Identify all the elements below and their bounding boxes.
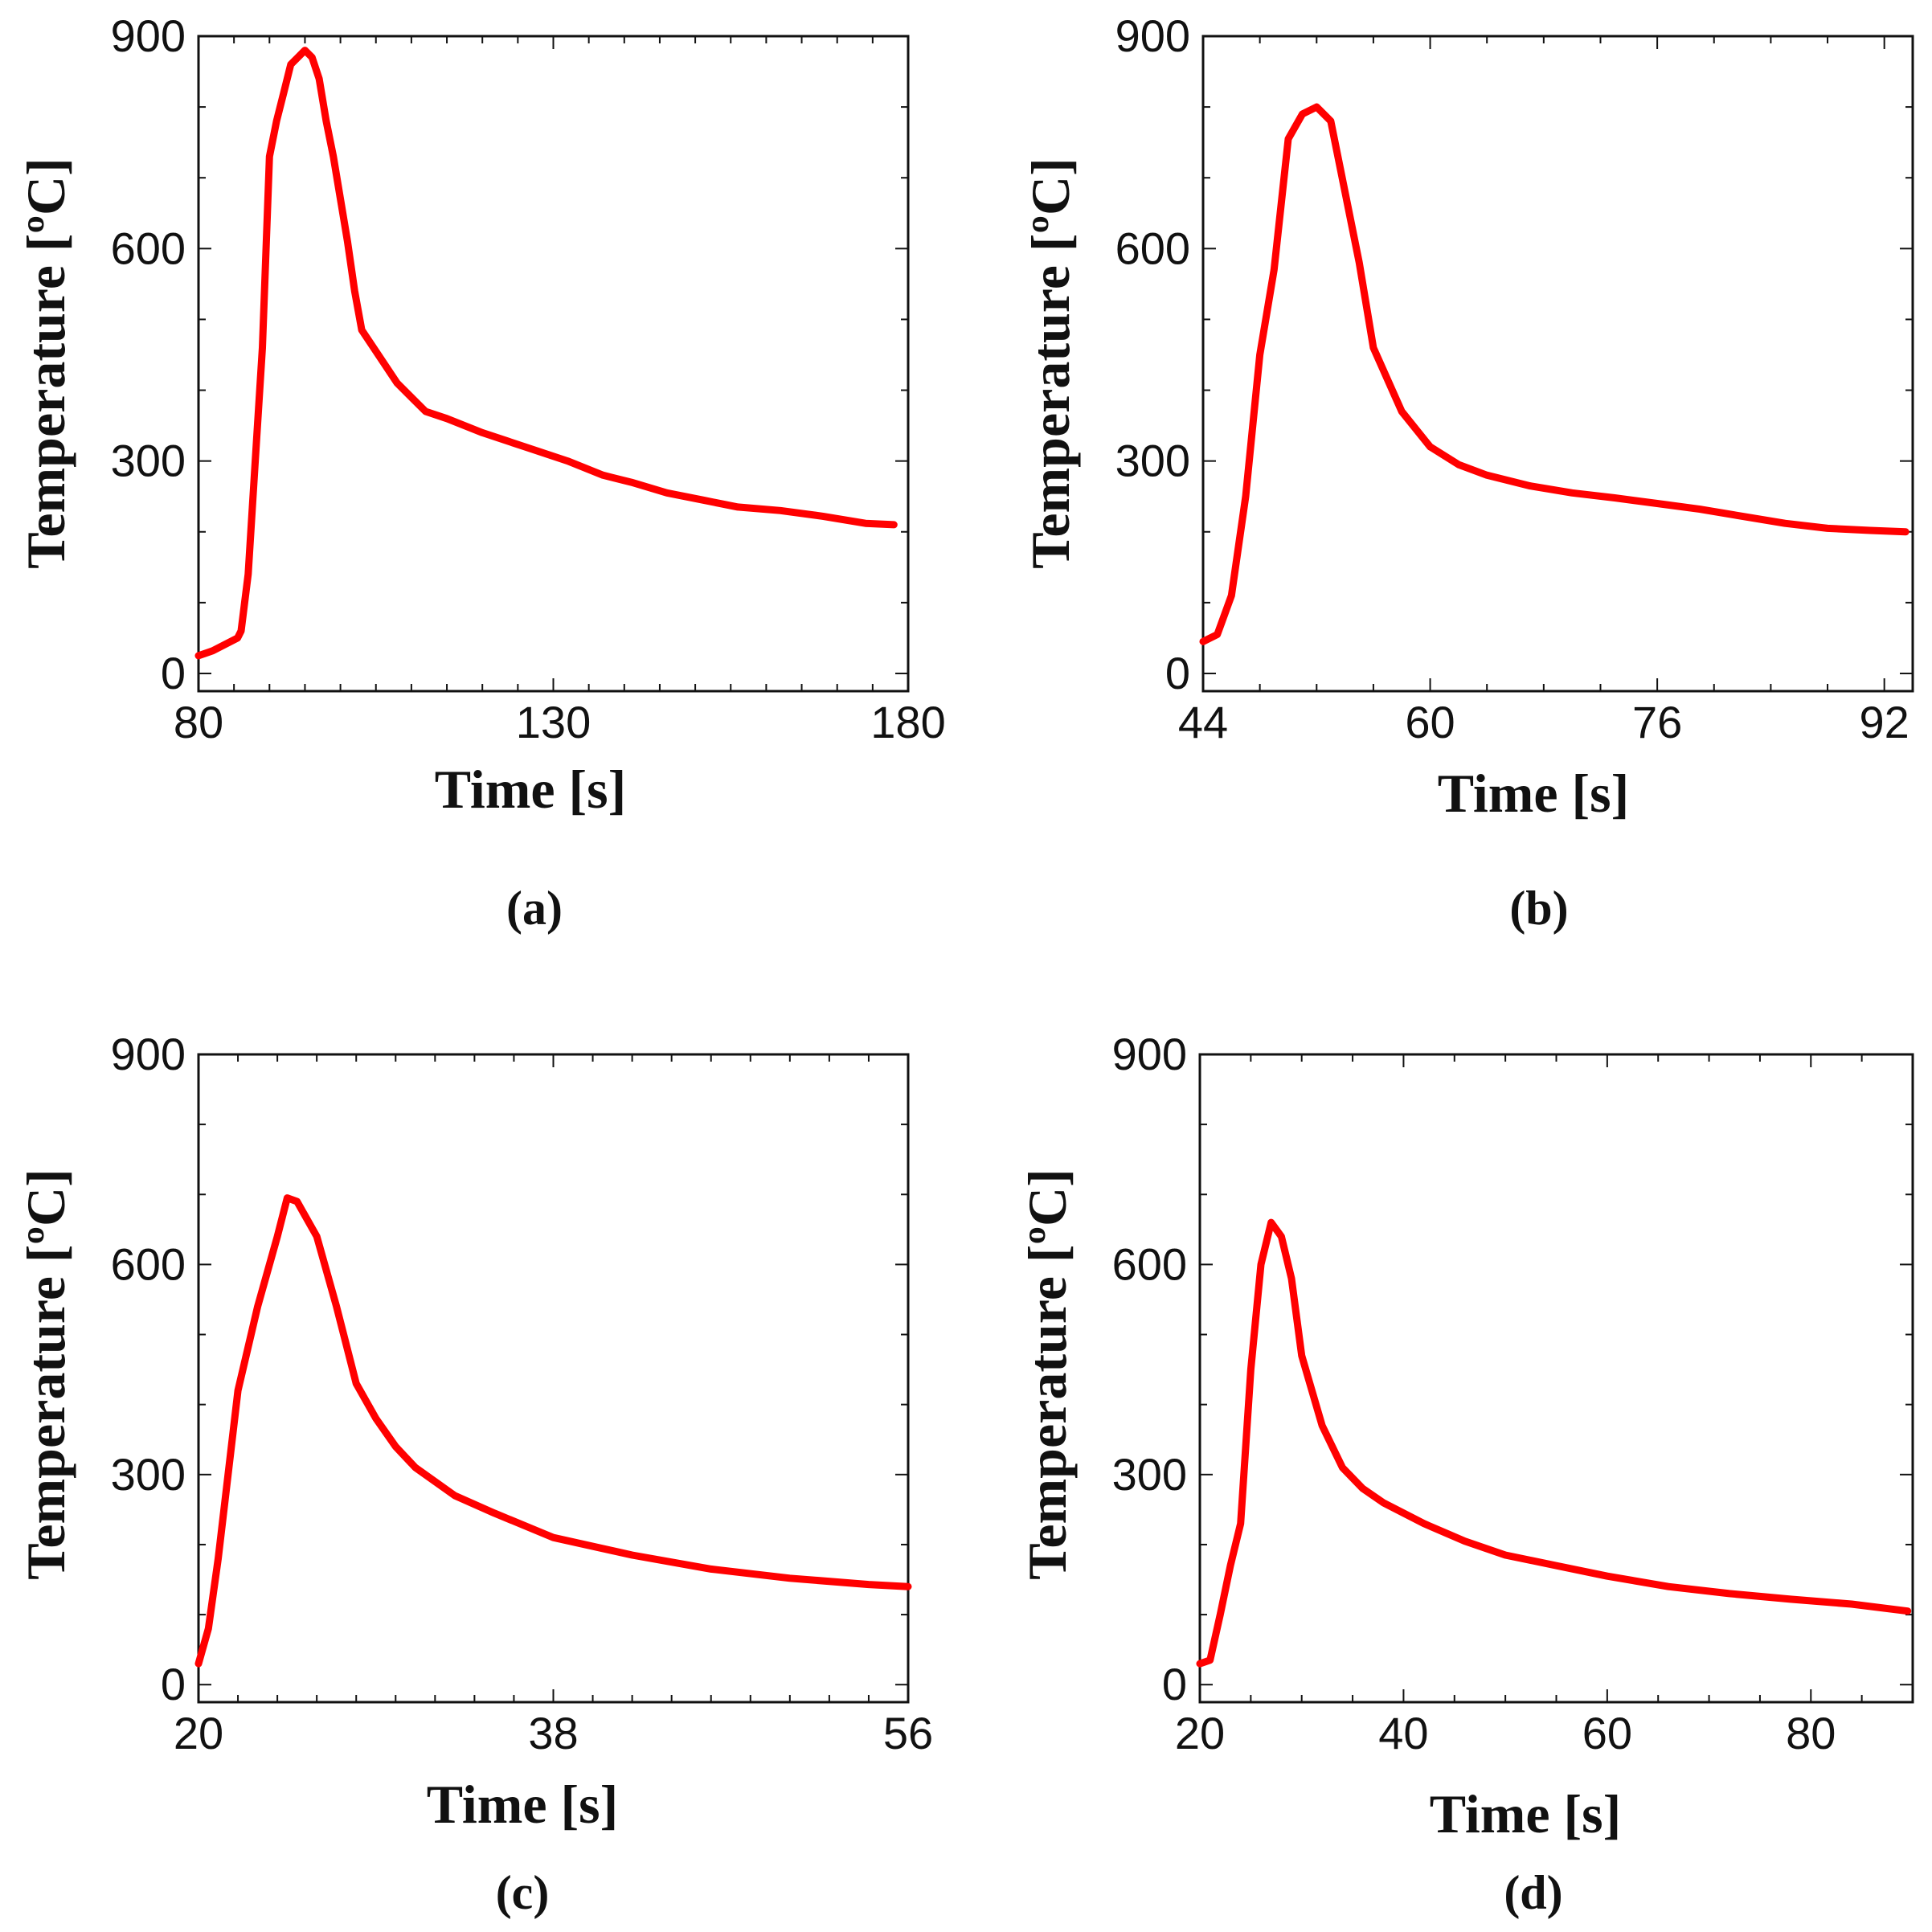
axis-ticks <box>1199 1054 1913 1702</box>
x-axis-label: Time [s] <box>1438 763 1630 824</box>
temperature-line <box>194 1194 912 1668</box>
y-tick-label: 300 <box>111 436 186 486</box>
y-axis-label: Temperature [ºC] <box>15 1169 76 1580</box>
data-series <box>1199 103 1909 645</box>
x-tick-label: 180 <box>870 697 945 747</box>
panel-label: (c) <box>496 1866 550 1919</box>
chart-panel-c: 20 38 56 0 300 600 900 Time [s] Temperature [º… <box>15 1029 933 1919</box>
panel-label: (d) <box>1504 1866 1562 1919</box>
x-tick-label: 130 <box>516 697 591 747</box>
y-tick-label: 900 <box>1112 1029 1187 1079</box>
x-tick-label: 80 <box>174 697 223 747</box>
tick-labels: 20 38 56 0 300 600 900 <box>111 1029 934 1758</box>
chart-panel-a: 80 130 180 0 300 600 900 Time [s] Temperature … <box>15 10 946 935</box>
y-tick-label: 0 <box>1165 648 1190 698</box>
x-axis-label: Time [s] <box>435 759 627 820</box>
tick-labels: 44 60 76 92 0 300 600 900 <box>1115 10 1909 747</box>
y-tick-label: 0 <box>161 648 186 698</box>
x-tick-label: 20 <box>1175 1708 1225 1758</box>
temperature-line <box>1199 103 1909 645</box>
temperature-line <box>194 47 898 660</box>
temperature-line <box>1196 1218 1912 1668</box>
y-tick-label: 300 <box>1115 436 1190 486</box>
x-tick-label: 44 <box>1178 697 1228 747</box>
y-tick-label: 0 <box>161 1659 186 1709</box>
y-tick-label: 600 <box>1112 1238 1187 1289</box>
y-axis-label: Temperature [ºC] <box>15 158 76 569</box>
panel-label: (a) <box>506 882 563 935</box>
data-series <box>1196 1218 1912 1668</box>
x-tick-label: 80 <box>1786 1708 1836 1758</box>
x-axis-label: Time [s] <box>427 1774 619 1835</box>
y-axis-label: Temperature [ºC] <box>1017 1169 1078 1580</box>
panel-label: (b) <box>1509 882 1568 935</box>
data-series <box>194 1194 912 1668</box>
tick-labels: 20 40 60 80 0 300 600 900 <box>1112 1029 1836 1758</box>
x-tick-label: 92 <box>1860 697 1909 747</box>
x-tick-label: 76 <box>1632 697 1682 747</box>
x-tick-label: 20 <box>174 1708 223 1758</box>
y-tick-label: 600 <box>111 1238 186 1289</box>
x-tick-label: 60 <box>1405 697 1455 747</box>
y-axis-label: Temperature [ºC] <box>1020 158 1081 569</box>
x-tick-label: 40 <box>1378 1708 1428 1758</box>
chart-panel-d: 20 40 60 80 0 300 600 900 Time [s] Temperature … <box>1017 1029 1914 1919</box>
plot-frame <box>1201 35 1914 693</box>
y-tick-label: 900 <box>111 10 186 61</box>
data-series <box>194 47 898 660</box>
y-tick-label: 300 <box>1112 1449 1187 1500</box>
y-tick-label: 900 <box>1115 10 1190 61</box>
y-tick-label: 600 <box>111 223 186 273</box>
x-tick-label: 56 <box>883 1708 933 1758</box>
axis-ticks <box>198 35 909 691</box>
x-tick-label: 60 <box>1582 1708 1632 1758</box>
chart-panel-b: 44 60 76 92 0 300 600 900 Time [s] Temperature … <box>1020 10 1914 935</box>
axis-ticks <box>198 1054 909 1702</box>
y-tick-label: 600 <box>1115 223 1190 273</box>
x-tick-label: 38 <box>528 1708 578 1758</box>
x-axis-label: Time [s] <box>1430 1783 1622 1844</box>
tick-labels: 80 130 180 0 300 600 900 <box>111 10 946 747</box>
y-tick-label: 300 <box>111 1449 186 1500</box>
y-tick-label: 0 <box>1162 1659 1187 1709</box>
y-tick-label: 900 <box>111 1029 186 1079</box>
axis-ticks <box>1202 35 1913 691</box>
